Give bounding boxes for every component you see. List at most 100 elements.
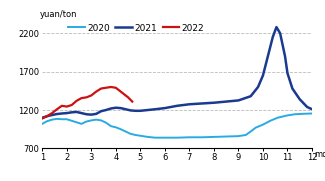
2022 (130, 100, 134, 103)
2022 (55, 108, 59, 110)
2021 (261, 74, 265, 77)
2021 (55, 113, 59, 115)
2020 (286, 114, 290, 117)
2021 (40, 117, 44, 119)
2021 (278, 32, 282, 34)
2021 (200, 102, 203, 105)
2022 (70, 104, 74, 106)
2022 (80, 97, 84, 99)
2022 (104, 87, 108, 89)
2021 (283, 55, 287, 57)
2020 (146, 136, 150, 138)
2022 (50, 112, 54, 114)
2022 (99, 87, 103, 90)
2021 (119, 107, 123, 109)
2021 (65, 112, 69, 114)
2021 (153, 108, 157, 110)
2020 (175, 137, 179, 139)
2020 (129, 133, 133, 135)
Line: 2022: 2022 (42, 87, 132, 119)
2020 (119, 128, 123, 130)
2021 (80, 112, 84, 114)
2022 (119, 90, 123, 93)
2021 (188, 103, 191, 105)
2021 (50, 114, 54, 116)
2021 (45, 115, 49, 117)
2020 (124, 131, 128, 133)
2021 (266, 55, 270, 57)
2021 (275, 26, 279, 28)
2021 (84, 113, 88, 115)
2021 (138, 110, 142, 112)
2020 (268, 120, 272, 122)
2020 (109, 125, 113, 127)
2020 (276, 117, 279, 119)
2022 (75, 100, 79, 102)
2021 (94, 113, 98, 115)
2020 (300, 113, 304, 115)
Line: 2020: 2020 (42, 113, 312, 138)
2020 (50, 119, 54, 121)
2021 (70, 111, 74, 113)
2020 (55, 118, 59, 120)
2022 (109, 86, 113, 88)
2020 (114, 126, 118, 128)
2021 (175, 105, 179, 107)
2022 (126, 96, 130, 98)
2022 (40, 117, 44, 120)
2020 (261, 123, 265, 126)
2021 (109, 107, 113, 110)
2021 (286, 72, 290, 74)
2020 (237, 135, 240, 137)
2021 (99, 110, 103, 112)
2021 (224, 100, 228, 103)
2021 (114, 107, 118, 109)
2020 (254, 127, 257, 129)
2021 (305, 106, 309, 108)
2021 (256, 86, 260, 88)
2021 (163, 107, 167, 109)
2020 (138, 135, 142, 137)
2021 (146, 109, 150, 111)
2022 (45, 115, 49, 117)
2021 (237, 99, 240, 102)
2020 (163, 137, 167, 139)
2020 (104, 122, 108, 124)
2020 (244, 134, 248, 136)
2022 (89, 94, 93, 96)
2020 (89, 119, 93, 121)
2021 (212, 102, 216, 104)
2020 (40, 123, 44, 125)
2020 (65, 118, 69, 120)
2021 (249, 95, 253, 97)
2020 (134, 134, 137, 136)
2021 (298, 98, 302, 100)
2020 (249, 131, 253, 133)
2020 (84, 121, 88, 123)
2020 (94, 119, 98, 121)
Text: month: month (315, 150, 325, 159)
2021 (271, 36, 275, 38)
2021 (134, 110, 137, 112)
2020 (224, 135, 228, 138)
2020 (45, 120, 49, 122)
2021 (75, 111, 79, 113)
2020 (153, 137, 157, 139)
Line: 2021: 2021 (42, 27, 312, 118)
2020 (80, 123, 84, 125)
2022 (94, 90, 98, 93)
2021 (124, 108, 128, 110)
2021 (89, 113, 93, 116)
2020 (212, 136, 216, 138)
2020 (293, 113, 297, 115)
2021 (60, 112, 64, 115)
2022 (84, 96, 88, 98)
2020 (188, 136, 191, 138)
2020 (99, 119, 103, 121)
2021 (104, 109, 108, 111)
2021 (129, 109, 133, 111)
2020 (70, 120, 74, 122)
2022 (65, 106, 69, 108)
2020 (60, 118, 64, 120)
2021 (291, 87, 294, 90)
